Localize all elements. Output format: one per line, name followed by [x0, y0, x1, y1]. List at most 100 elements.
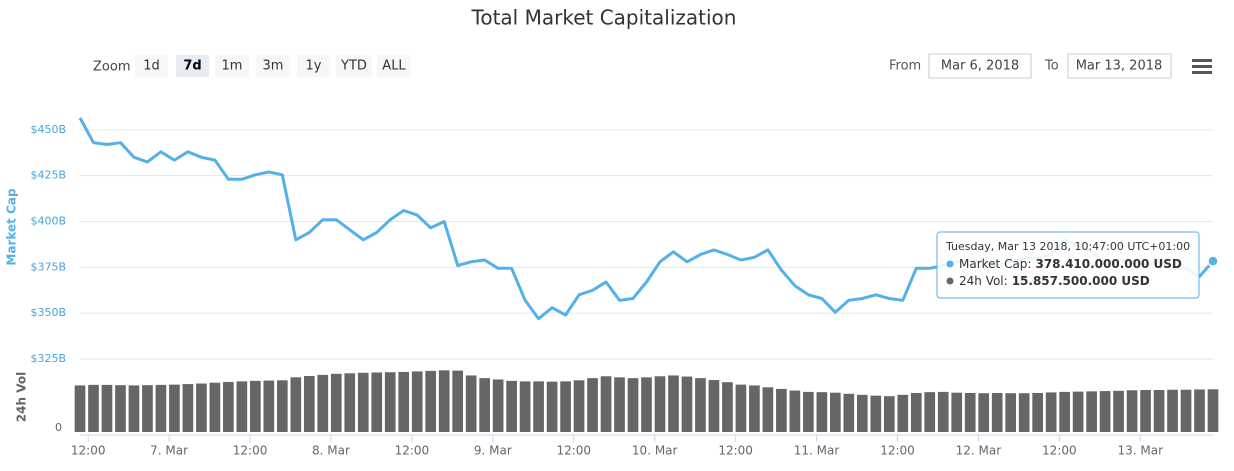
volume-bar: [411, 371, 423, 432]
volume-bar: [937, 391, 949, 432]
volume-bar: [924, 392, 936, 432]
volume-bar: [128, 385, 140, 432]
volume-bar: [398, 371, 410, 432]
volume-bar: [303, 376, 315, 432]
tooltip-dot: [946, 277, 954, 285]
volume-bar: [1018, 393, 1030, 432]
to-input[interactable]: [1067, 53, 1172, 79]
volume-bar: [843, 393, 855, 432]
volume-bar: [465, 375, 477, 432]
x-tick-label: 12:00: [395, 444, 430, 458]
zoom-button-label: 3m: [263, 59, 284, 74]
from-label: From: [889, 59, 921, 74]
y-tick-label: $325B: [30, 352, 66, 365]
volume-bar: [614, 377, 625, 432]
volume-bar: [115, 385, 126, 432]
volume-bar: [951, 392, 963, 432]
volume-bar: [789, 390, 801, 432]
volume-bar: [883, 396, 895, 432]
volume-bar: [74, 385, 86, 432]
volume-bar: [560, 381, 571, 432]
volume-bar: [101, 384, 113, 432]
y-tick-label: $450B: [30, 123, 66, 136]
volume-bar: [870, 395, 882, 432]
volume-bar: [1032, 392, 1043, 432]
volume-bar: [681, 376, 693, 432]
volume-bar: [209, 382, 221, 432]
volume-bar: [223, 381, 234, 432]
from-input[interactable]: [928, 53, 1032, 79]
to-label: To: [1044, 59, 1059, 74]
volume-bar: [708, 380, 720, 432]
x-tick-label: 12:00: [718, 444, 753, 458]
volume-bar: [1126, 390, 1138, 432]
volume-bar: [587, 378, 598, 432]
volume-bar: [371, 372, 383, 432]
tooltip-item: Market Cap: 378.410.000.000 USD: [959, 257, 1182, 271]
zoom-button-label: ALL: [382, 59, 406, 74]
tooltip-dot: [946, 260, 954, 268]
volume-bar: [344, 373, 356, 432]
menu-bar: [1192, 71, 1212, 74]
x-tick-label: 12:00: [556, 444, 591, 458]
volume-bar: [803, 391, 814, 432]
volume-bar: [816, 392, 828, 432]
hover-marker: [1207, 255, 1219, 267]
zoom-button[interactable]: [176, 55, 209, 77]
volume-bar: [182, 384, 194, 432]
zoom-button[interactable]: [336, 55, 372, 77]
y-tick-label: $375B: [30, 260, 66, 273]
x-tick-label: 12. Mar: [956, 444, 1002, 458]
zoom-button[interactable]: [297, 55, 330, 77]
tooltip-item: 24h Vol: 15.857.500.000 USD: [959, 274, 1150, 288]
volume-bar: [695, 378, 706, 432]
volume-bar: [196, 383, 207, 432]
tooltip-label: Market Cap:: [959, 257, 1031, 271]
menu-bar: [1192, 65, 1212, 68]
zoom-button[interactable]: [215, 55, 249, 77]
volume-bar: [1140, 390, 1151, 432]
volume-bar: [830, 392, 841, 432]
volume-bar: [1059, 391, 1070, 432]
y-tick-label: $400B: [30, 215, 66, 228]
volume-bar: [735, 384, 747, 432]
menu-button[interactable]: [1192, 59, 1212, 74]
volume-bar: [519, 381, 531, 432]
tooltip-value: 378.410.000.000 USD: [1035, 257, 1181, 271]
volume-bar: [1194, 389, 1205, 432]
volume-bar: [1005, 393, 1017, 432]
volume-bar: [978, 393, 990, 432]
volume-bar: [250, 380, 261, 432]
from-value: Mar 6, 2018: [941, 59, 1019, 74]
volume-bar: [1167, 389, 1178, 432]
volume-bar: [317, 374, 329, 432]
tooltip-value: 15.857.500.000 USD: [1012, 274, 1150, 288]
volume-bar: [142, 385, 153, 432]
volume-bar: [964, 392, 976, 432]
volume-bar: [236, 381, 248, 432]
volume-bar: [425, 370, 437, 432]
tooltip-date: Tuesday, Mar 13 2018, 10:47:00 UTC+01:00: [945, 240, 1190, 253]
volume-bar: [506, 380, 517, 432]
volume-bar: [1113, 390, 1124, 432]
y-tick-label: $425B: [30, 169, 66, 182]
volume-bar: [438, 370, 450, 432]
volume-bar: [1099, 391, 1111, 432]
volume-bar: [357, 372, 369, 432]
zoom-button[interactable]: [135, 55, 168, 77]
volume-bar: [910, 392, 922, 432]
zoom-button-label: 7d: [183, 59, 201, 74]
volume-bar: [1086, 391, 1097, 432]
menu-bar: [1192, 59, 1212, 62]
tooltip-box: [936, 231, 1200, 299]
volume-bar: [668, 375, 679, 432]
x-tick-label: 13. Mar: [1118, 444, 1164, 458]
volume-bar: [1153, 390, 1165, 432]
volume-bar: [1072, 391, 1084, 432]
zoom-button[interactable]: [377, 55, 411, 77]
volume-bar: [546, 381, 558, 432]
x-tick-label: 12:00: [233, 444, 268, 458]
volume-bar: [263, 380, 275, 432]
zoom-button[interactable]: [256, 55, 290, 77]
